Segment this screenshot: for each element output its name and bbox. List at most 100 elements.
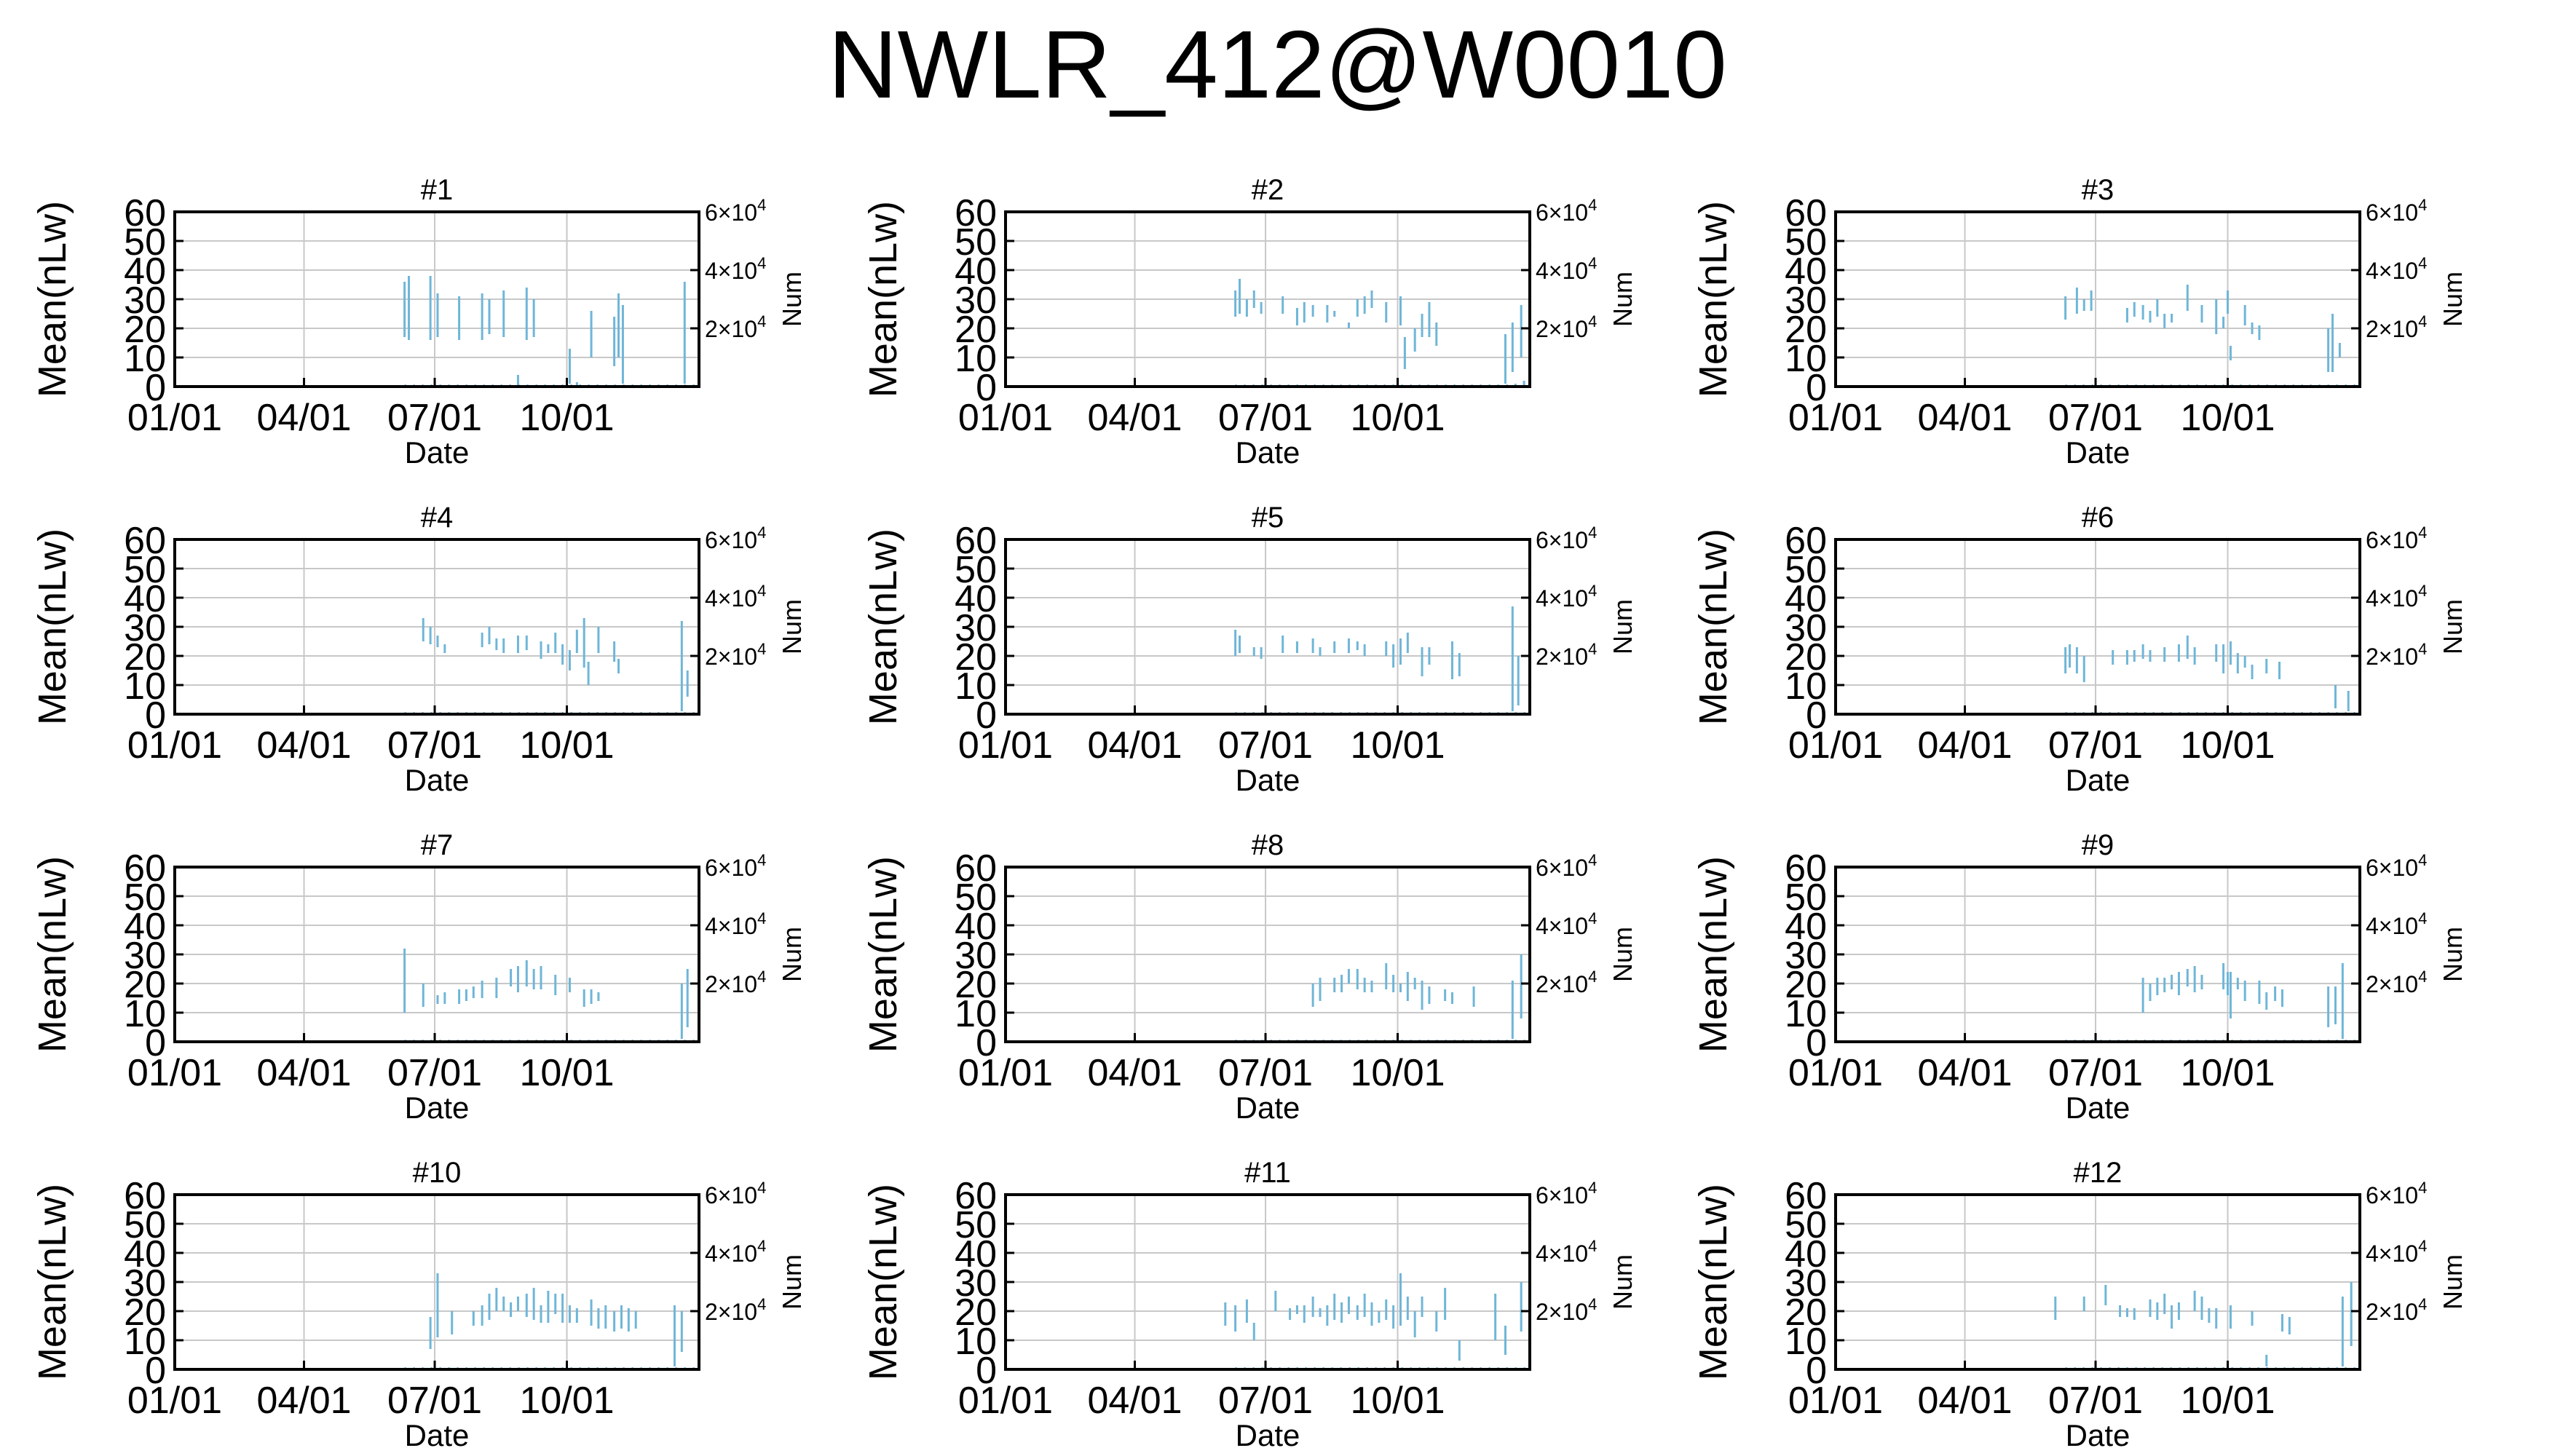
y-tick-label: 30 (124, 935, 166, 977)
y2-tick-exponent: 4 (757, 312, 766, 331)
y-tick-label: 50 (124, 877, 166, 919)
y-tick-label: 20 (955, 309, 997, 351)
x-tick-label: 07/01 (1218, 1380, 1313, 1422)
y2-tick-exponent: 4 (757, 851, 766, 869)
x-tick-label: 10/01 (2180, 1052, 2275, 1094)
x-tick-label: 04/01 (256, 397, 351, 439)
x-tick-label: 07/01 (387, 1052, 482, 1094)
y-tick-label: 30 (955, 280, 997, 322)
y-tick-label: 40 (1785, 1233, 1827, 1275)
x-tick-label: 01/01 (127, 1380, 222, 1422)
y-tick-label: 60 (955, 192, 997, 234)
x-tick-label: 01/01 (958, 1052, 1053, 1094)
y-tick-label: 10 (1785, 338, 1827, 380)
subplot-title: #12 (2074, 1157, 2122, 1189)
y-tick-label: 0 (145, 1350, 166, 1392)
y2-tick-label: 2×104 (1536, 968, 1597, 997)
y2-tick-exponent: 4 (1588, 582, 1597, 600)
y2-tick-label: 6×104 (2366, 1179, 2427, 1208)
subplot-title: #1 (421, 174, 454, 206)
y2-tick-exponent: 4 (2418, 968, 2427, 986)
y-tick-label: 30 (1785, 607, 1827, 649)
y-tick-label: 20 (124, 1291, 166, 1334)
y-tick-label: 40 (955, 1233, 997, 1275)
x-axis-label: Date (2066, 763, 2131, 797)
x-tick-label: 04/01 (1917, 1052, 2012, 1094)
y-tick-label: 20 (124, 636, 166, 678)
y2-tick-exponent: 4 (2418, 640, 2427, 658)
y-axis-label: Mean(nLw) (31, 856, 74, 1053)
x-axis-label: Date (405, 763, 470, 797)
y-axis-label: Mean(nLw) (861, 201, 905, 397)
x-tick-label: 01/01 (958, 1380, 1053, 1422)
y-tick-label: 10 (955, 338, 997, 380)
y2-tick-exponent: 4 (1588, 312, 1597, 331)
y2-tick-label: 2×104 (2366, 1295, 2427, 1325)
y2-axis-label: Num (1608, 272, 1638, 327)
x-tick-label: 10/01 (1350, 1052, 1445, 1094)
y2-tick-exponent: 4 (757, 909, 766, 927)
x-axis-label: Date (1236, 1091, 1300, 1125)
y2-tick-label: 4×104 (1536, 254, 1597, 284)
x-tick-label: 10/01 (1350, 397, 1445, 439)
y2-tick-exponent: 4 (757, 582, 766, 600)
y-tick-label: 60 (955, 520, 997, 562)
y-tick-label: 20 (1785, 636, 1827, 678)
y2-tick-label: 4×104 (2366, 1237, 2427, 1267)
x-tick-label: 01/01 (1788, 724, 1883, 767)
x-tick-label: 10/01 (1350, 1380, 1445, 1422)
y2-axis-label: Num (777, 1254, 807, 1310)
y-tick-label: 50 (1785, 1204, 1827, 1246)
y-tick-label: 50 (955, 877, 997, 919)
x-tick-label: 01/01 (1788, 1380, 1883, 1422)
y2-tick-label: 4×104 (1536, 909, 1597, 939)
y-tick-label: 30 (1785, 1262, 1827, 1305)
x-tick-label: 07/01 (387, 397, 482, 439)
subplot-title: #4 (421, 502, 454, 534)
y2-tick-label: 4×104 (705, 909, 766, 939)
y-tick-label: 10 (1785, 665, 1827, 708)
y2-tick-label: 6×104 (2366, 196, 2427, 226)
y-axis-label: Mean(nLw) (1691, 856, 1735, 1053)
y-tick-label: 50 (955, 549, 997, 591)
x-tick-label: 07/01 (2048, 724, 2143, 767)
y-tick-label: 0 (976, 367, 997, 409)
x-tick-label: 10/01 (2180, 397, 2275, 439)
y2-axis-label: Num (777, 272, 807, 327)
y2-axis-label: Num (2438, 927, 2468, 982)
y-tick-label: 30 (955, 935, 997, 977)
y2-tick-exponent: 4 (757, 196, 766, 214)
x-tick-label: 04/01 (256, 1052, 351, 1094)
x-tick-label: 10/01 (2180, 1380, 2275, 1422)
x-tick-label: 01/01 (127, 724, 222, 767)
y2-tick-label: 4×104 (705, 254, 766, 284)
x-tick-label: 04/01 (1087, 397, 1182, 439)
y-tick-label: 30 (124, 280, 166, 322)
y2-tick-exponent: 4 (1588, 968, 1597, 986)
y-axis-label: Mean(nLw) (1691, 201, 1735, 397)
y-tick-label: 10 (124, 993, 166, 1035)
x-tick-label: 07/01 (2048, 1052, 2143, 1094)
y2-tick-exponent: 4 (1588, 1179, 1597, 1197)
x-axis-label: Date (1236, 435, 1300, 470)
y2-axis-label: Num (1608, 1254, 1638, 1310)
y-tick-label: 50 (124, 1204, 166, 1246)
x-axis-label: Date (405, 435, 470, 470)
y-tick-label: 60 (1785, 847, 1827, 890)
y2-axis-label: Num (2438, 599, 2468, 654)
y-tick-label: 0 (976, 1350, 997, 1392)
y-tick-label: 20 (124, 309, 166, 351)
y2-tick-label: 2×104 (705, 312, 766, 342)
y-tick-label: 20 (1785, 1291, 1827, 1334)
y2-tick-label: 6×104 (1536, 1179, 1597, 1208)
y2-tick-exponent: 4 (1588, 909, 1597, 927)
subplot-title: #7 (421, 829, 454, 861)
y-tick-label: 50 (955, 221, 997, 264)
y2-tick-exponent: 4 (2418, 1179, 2427, 1197)
y-tick-label: 0 (145, 695, 166, 737)
